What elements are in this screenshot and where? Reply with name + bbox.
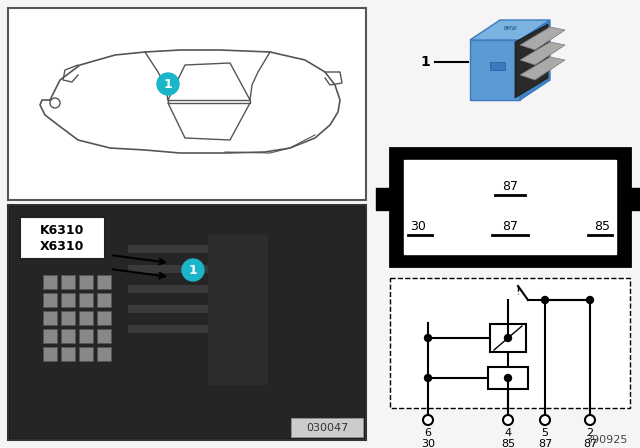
Bar	[79, 275, 93, 289]
Bar	[43, 311, 57, 325]
Text: X6310: X6310	[40, 241, 84, 254]
Bar	[390, 148, 630, 266]
Circle shape	[182, 259, 204, 281]
Bar	[208, 235, 268, 385]
Bar	[97, 275, 111, 289]
Text: 87: 87	[502, 180, 518, 193]
Bar	[8, 8, 366, 200]
Bar	[490, 62, 505, 70]
Polygon shape	[515, 24, 548, 98]
Bar	[630, 188, 640, 210]
Circle shape	[540, 415, 550, 425]
Text: 1: 1	[420, 55, 430, 69]
Polygon shape	[520, 57, 565, 80]
Text: 5: 5	[541, 428, 548, 438]
Circle shape	[586, 297, 593, 303]
Circle shape	[504, 375, 511, 382]
Text: 1: 1	[164, 78, 172, 90]
Bar	[43, 347, 57, 361]
Bar	[488, 367, 528, 389]
Text: 87: 87	[502, 220, 518, 233]
Bar	[128, 285, 228, 293]
Text: 87: 87	[583, 439, 597, 448]
Text: 87: 87	[538, 439, 552, 448]
Polygon shape	[520, 42, 565, 65]
Polygon shape	[470, 40, 520, 100]
Text: 390925: 390925	[586, 435, 628, 445]
Bar	[20, 217, 105, 259]
Polygon shape	[520, 27, 565, 50]
Bar	[128, 305, 228, 313]
Bar	[43, 275, 57, 289]
Text: K6310: K6310	[40, 224, 84, 237]
Circle shape	[423, 415, 433, 425]
Bar	[291, 418, 363, 437]
Text: 1: 1	[189, 263, 197, 276]
Text: 30: 30	[410, 220, 426, 233]
Bar	[97, 311, 111, 325]
Polygon shape	[470, 20, 550, 40]
Circle shape	[504, 335, 511, 341]
Polygon shape	[520, 20, 550, 100]
Bar	[97, 293, 111, 307]
Bar	[61, 347, 75, 361]
Bar	[376, 188, 390, 210]
Text: 6: 6	[424, 428, 431, 438]
Bar	[79, 347, 93, 361]
Bar	[128, 265, 228, 273]
Text: 30: 30	[421, 439, 435, 448]
Bar	[43, 329, 57, 343]
Bar	[128, 245, 228, 253]
Text: BMW: BMW	[503, 26, 517, 30]
Bar	[61, 329, 75, 343]
Bar	[390, 278, 630, 408]
Bar	[61, 293, 75, 307]
Circle shape	[585, 415, 595, 425]
Text: 85: 85	[501, 439, 515, 448]
Text: 4: 4	[504, 428, 511, 438]
Circle shape	[503, 415, 513, 425]
Text: 85: 85	[594, 220, 610, 233]
Bar	[404, 160, 616, 254]
Circle shape	[424, 375, 431, 382]
Bar	[79, 329, 93, 343]
Bar	[8, 205, 366, 440]
Bar	[43, 293, 57, 307]
Circle shape	[541, 297, 548, 303]
Bar	[490, 324, 526, 352]
Circle shape	[424, 335, 431, 341]
Bar	[10, 207, 364, 438]
Bar	[61, 311, 75, 325]
Text: 2: 2	[586, 428, 593, 438]
Bar	[128, 325, 228, 333]
Bar	[79, 293, 93, 307]
Circle shape	[157, 73, 179, 95]
Bar	[97, 329, 111, 343]
Bar	[97, 347, 111, 361]
Bar	[61, 275, 75, 289]
Text: 030047: 030047	[306, 423, 348, 433]
Bar	[79, 311, 93, 325]
